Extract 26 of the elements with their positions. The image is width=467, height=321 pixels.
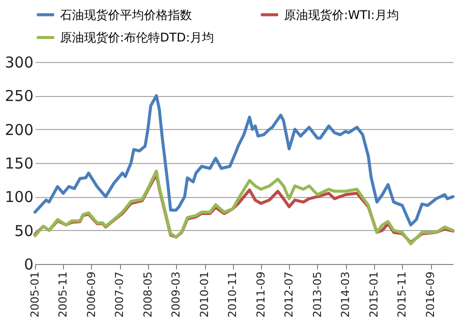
y-tick-label: 200: [4, 120, 34, 139]
y-tick-label: 100: [4, 188, 34, 206]
x-tick-label: 2009-03: [170, 272, 183, 318]
x-tick-label: 2012-07: [282, 272, 296, 318]
x-tick-label: 2011-09: [254, 272, 268, 318]
x-tick-label: 2005-01: [28, 272, 42, 318]
x-tick-label: 2007-07: [113, 272, 126, 318]
x-tick-label: 2005-11: [56, 272, 70, 318]
legend-label: 原油现货价:WTI:月均: [284, 8, 399, 22]
x-tick-label: 2015-11: [396, 272, 409, 318]
y-tick-label: 150: [4, 154, 34, 172]
x-tick-label: 2015-01: [368, 272, 381, 318]
legend-label: 石油现货价平均价格指数: [60, 8, 192, 22]
y-tick-label: 0: [24, 256, 34, 274]
y-tick-label: 300: [4, 54, 34, 72]
x-tick-label: 2010-11: [226, 272, 240, 318]
x-tick-label: 2013-05: [310, 272, 324, 318]
x-tick-label: 2006-09: [84, 272, 98, 318]
line-series: [34, 94, 454, 226]
legend-label: 原油现货价:布伦特DTD:月均: [60, 30, 214, 44]
x-tick-label: 2014-03: [339, 272, 352, 318]
x-tick-label: 2008-05: [141, 272, 154, 318]
x-tick-label: 2016-09: [424, 272, 438, 318]
y-tick-label: 50: [14, 222, 34, 240]
x-tick-label: 2010-01: [198, 272, 211, 318]
y-tick-label: 250: [4, 87, 34, 106]
